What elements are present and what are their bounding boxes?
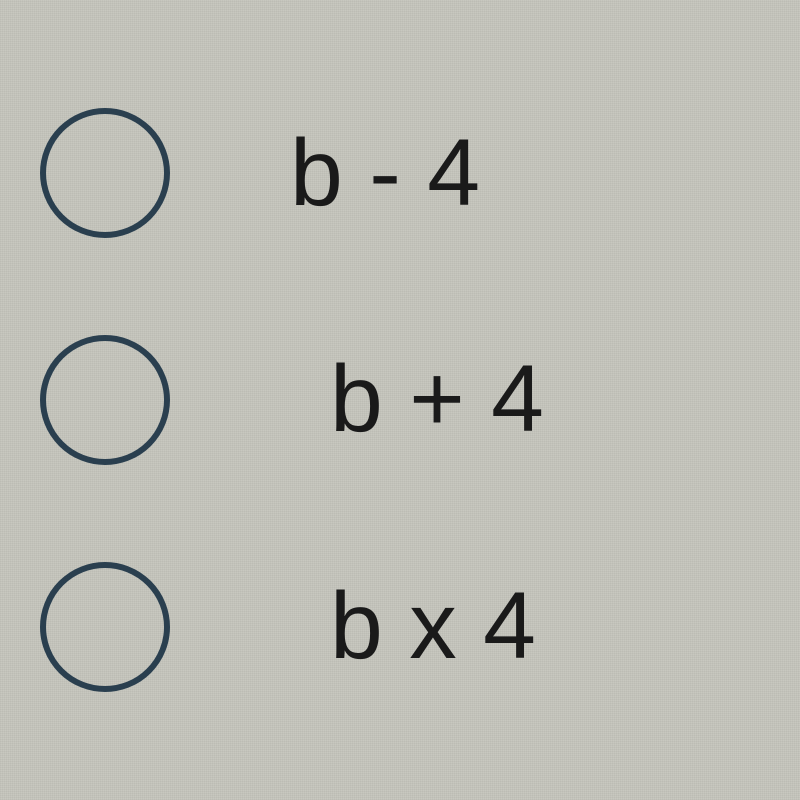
option-label-1: b - 4	[290, 119, 480, 228]
radio-button-2[interactable]	[40, 335, 170, 465]
radio-button-3[interactable]	[40, 562, 170, 692]
option-row: b + 4	[40, 335, 760, 465]
radio-button-1[interactable]	[40, 108, 170, 238]
option-label-3: b x 4	[330, 572, 536, 681]
option-row: b x 4	[40, 562, 760, 692]
option-row: b - 4	[40, 108, 760, 238]
option-label-2: b + 4	[330, 345, 544, 454]
